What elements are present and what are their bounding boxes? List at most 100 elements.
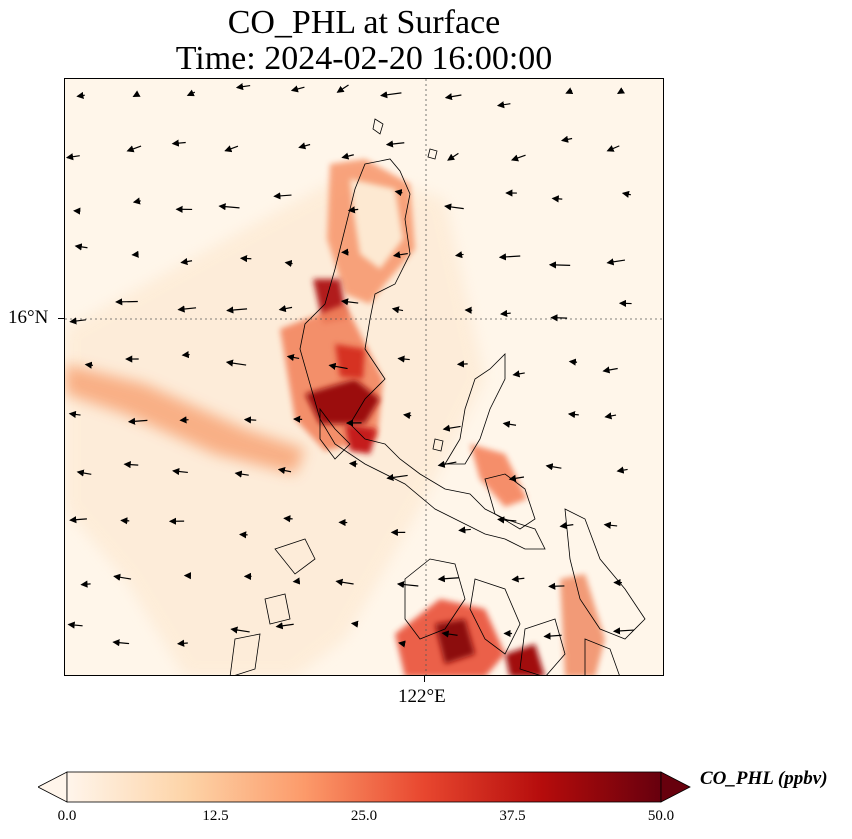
wind-vector-arrow xyxy=(616,87,626,95)
wind-vector-arrow xyxy=(403,411,412,420)
wind-vector-arrow xyxy=(176,639,188,647)
map-panel xyxy=(64,78,664,676)
concentration-map xyxy=(65,79,663,675)
wind-vector-arrow xyxy=(441,630,458,638)
map-title: CO_PHL at Surface xyxy=(227,4,501,41)
latitude-tick-mark xyxy=(58,318,64,319)
wind-vector-arrow xyxy=(284,259,293,268)
wind-vector-arrow xyxy=(444,93,462,101)
colorbar-tick: 50.0 xyxy=(647,808,675,824)
concentration-field xyxy=(65,159,605,675)
wind-vector-arrow xyxy=(172,467,188,476)
wind-vector-arrow xyxy=(602,366,618,374)
wind-vector-arrow xyxy=(380,91,402,99)
longitude-tick-mark xyxy=(424,676,425,682)
wind-vector-arrow xyxy=(225,359,247,367)
wind-vector-arrow xyxy=(348,460,358,468)
wind-vector-arrow xyxy=(132,197,141,205)
map-timestamp: Time: 2024-02-20 16:00:00 xyxy=(175,40,553,77)
colorbar xyxy=(37,770,693,804)
wind-vector-arrow xyxy=(76,91,85,99)
wind-vector-arrow xyxy=(612,627,635,635)
wind-vector-arrow xyxy=(545,463,562,471)
wind-vectors xyxy=(65,83,635,648)
wind-vector-arrow xyxy=(551,195,563,203)
wind-vector-arrow xyxy=(131,250,139,258)
wind-vector-arrow xyxy=(76,469,92,477)
wind-vector-arrow xyxy=(567,410,579,419)
wind-vector-arrow xyxy=(277,467,292,475)
wind-vector-arrow xyxy=(123,461,139,469)
wind-vector-arrow xyxy=(458,526,471,534)
wind-vector-arrow xyxy=(559,521,574,530)
wind-vector-arrow xyxy=(80,580,91,588)
colorbar-tick: 0.0 xyxy=(57,808,77,824)
wind-vector-arrow xyxy=(454,251,464,259)
wind-vector-arrow xyxy=(550,314,568,322)
wind-vector-arrow xyxy=(239,254,252,263)
wind-vector-arrow xyxy=(292,577,301,585)
wind-vector-arrow xyxy=(328,362,348,370)
wind-vector-arrow xyxy=(606,145,620,152)
wind-vector-arrow xyxy=(568,358,578,366)
wind-vector-arrow xyxy=(335,578,354,586)
wind-vector-arrow xyxy=(565,87,574,94)
wind-vector-arrow xyxy=(499,309,511,318)
wind-vector-arrow xyxy=(350,620,359,628)
wind-vector-arrow xyxy=(512,370,525,378)
wind-vector-arrow xyxy=(224,145,239,153)
wind-vector-arrow xyxy=(604,412,617,420)
wind-vector-arrow xyxy=(616,466,628,474)
wind-vector-arrow xyxy=(508,474,525,482)
wind-vector-arrow xyxy=(398,640,406,648)
wind-vector-arrow xyxy=(341,152,354,160)
wind-vector-arrow xyxy=(397,355,410,363)
colorbar-graphic xyxy=(37,771,691,803)
wind-vector-arrow xyxy=(226,306,248,314)
wind-vector-arrow xyxy=(177,305,197,313)
longitude-tick-label: 122°E xyxy=(398,686,446,707)
wind-vector-arrow xyxy=(336,84,349,93)
wind-vector-arrow xyxy=(235,83,251,91)
wind-vector-arrow xyxy=(385,140,405,148)
wind-vector-arrow xyxy=(502,420,517,428)
wind-vector-arrow xyxy=(442,424,461,432)
wind-vector-arrow xyxy=(298,142,311,150)
wind-vector-arrow xyxy=(243,416,257,424)
wind-vector-arrow xyxy=(65,153,80,161)
wind-vector-arrow xyxy=(278,305,293,313)
wind-vector-arrow xyxy=(496,101,511,109)
wind-vector-arrow xyxy=(497,516,517,524)
wind-vector-arrow xyxy=(68,410,81,419)
wind-vector-arrow xyxy=(180,257,193,266)
wind-vector-arrow xyxy=(283,515,293,523)
coastlines xyxy=(229,118,646,675)
latitude-tick-label: 16°N xyxy=(8,307,49,328)
wind-vector-arrow xyxy=(218,203,240,211)
wind-vector-arrow xyxy=(498,253,521,261)
wind-vector-arrow xyxy=(510,154,526,162)
wind-vector-arrow xyxy=(127,417,148,425)
wind-vector-arrow xyxy=(230,626,250,634)
wind-vector-arrow xyxy=(606,258,626,266)
wind-vector-arrow xyxy=(84,361,93,369)
colorbar-label: CO_PHL (ppbv) xyxy=(700,768,828,789)
wind-vector-arrow xyxy=(437,575,460,583)
wind-vector-arrow xyxy=(437,460,457,468)
wind-vector-arrow xyxy=(447,152,459,161)
wind-vector-arrow xyxy=(74,243,88,251)
wind-vector-arrow xyxy=(543,632,562,640)
wind-vector-arrow xyxy=(621,190,631,198)
wind-vector-arrow xyxy=(286,353,300,362)
wind-vector-arrow xyxy=(444,203,464,211)
wind-vector-arrow xyxy=(67,621,83,629)
colorbar-tick: 37.5 xyxy=(499,808,526,824)
wind-vector-arrow xyxy=(290,85,305,93)
wind-vector-arrow xyxy=(340,298,359,306)
wind-vector-arrow xyxy=(113,573,132,581)
wind-vector-arrow xyxy=(603,521,618,529)
wind-vector-arrow xyxy=(181,351,190,359)
wind-vector-arrow xyxy=(391,306,404,314)
wind-vector-arrow xyxy=(69,516,87,524)
wind-vector-arrow xyxy=(396,580,419,589)
